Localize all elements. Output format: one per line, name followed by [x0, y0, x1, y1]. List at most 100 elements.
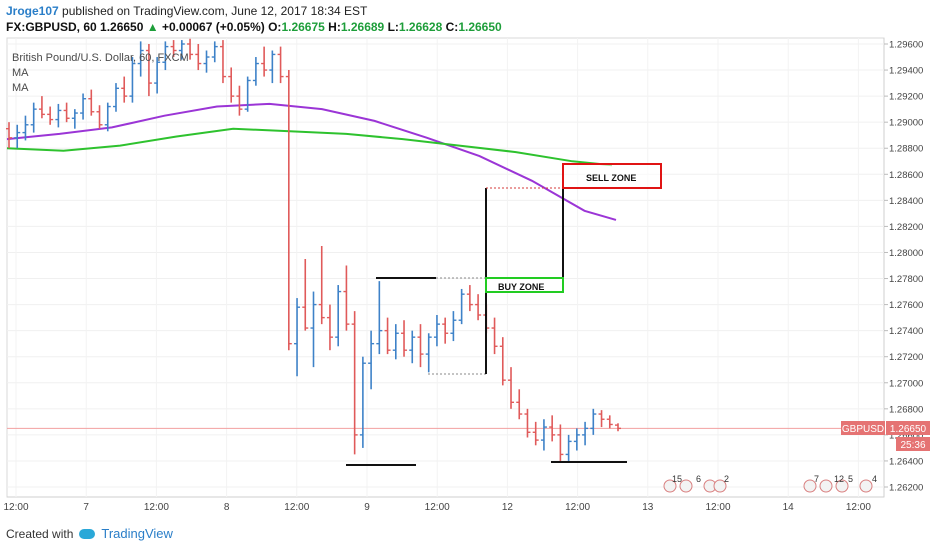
x-tick-label: 12 [502, 502, 514, 513]
price-bar [302, 258, 309, 331]
open-label: O: [268, 20, 282, 34]
price-bar [88, 89, 95, 116]
price-bar [549, 415, 556, 442]
price-bar [343, 265, 350, 331]
y-tick-label: 1.26200 [889, 483, 923, 494]
flag-icon[interactable] [819, 479, 833, 493]
x-tick-label: 12:00 [705, 502, 730, 513]
buy-zone-box[interactable] [485, 277, 564, 293]
price-bar [368, 330, 375, 390]
price-bar [121, 76, 128, 103]
tradingview-brand[interactable]: TradingView [101, 526, 173, 541]
event-markers-2[interactable]: 7 12 5 4 [803, 474, 877, 493]
low-label: L: [387, 20, 399, 34]
x-tick-label: 12:00 [425, 502, 450, 513]
price-bar [442, 317, 449, 344]
price-bar [30, 102, 37, 133]
price-bar [598, 410, 605, 428]
price-badge-text: 1.26650 [890, 424, 927, 435]
y-tick-label: 1.27200 [889, 352, 923, 363]
flag-icon[interactable] [803, 479, 817, 493]
countdown-badge [896, 437, 930, 451]
price-bar [244, 76, 251, 112]
price-bar [401, 320, 408, 357]
close-value: 1.26650 [458, 20, 502, 34]
price-bar [80, 93, 87, 120]
price-bar [615, 423, 621, 432]
y-tick-label: 1.29400 [889, 66, 923, 77]
y-tick-label: 1.28400 [889, 196, 923, 207]
event-count: 2 [724, 474, 729, 484]
price-bar [71, 109, 78, 129]
price-bar [187, 38, 194, 60]
high-value: 1.26689 [340, 20, 385, 34]
price-bar [178, 40, 185, 60]
price-bar [55, 103, 62, 128]
price-bar [351, 311, 358, 455]
flag-icon[interactable] [663, 479, 677, 493]
price-bar [450, 311, 457, 342]
sell-zone-box[interactable] [562, 163, 662, 189]
price-bar [376, 281, 383, 355]
price-bar [236, 85, 243, 116]
x-tick-label: 12:00 [3, 502, 28, 513]
price-bar [458, 288, 465, 325]
flag-icon[interactable] [835, 479, 849, 493]
x-tick-label: 12:00 [846, 502, 871, 513]
price-bar [425, 333, 432, 373]
price-bar [269, 50, 276, 84]
price-bar [63, 102, 70, 123]
price-bar [582, 421, 589, 446]
price-bar [252, 57, 259, 86]
price-bar [573, 428, 580, 451]
price-badges: GBPUSD 1.26650 25:36 [841, 421, 930, 451]
price-bar [170, 40, 177, 58]
price-bar [359, 356, 366, 448]
published-text: published on TradingView.com, June 12, 2… [62, 4, 368, 18]
flag-icon[interactable] [859, 479, 873, 493]
price-bar [310, 291, 317, 368]
y-tick-label: 1.27800 [889, 274, 923, 285]
price-bar [392, 324, 399, 360]
price-bar [491, 317, 498, 355]
y-tick-label: 1.28200 [889, 222, 923, 233]
y-tick-label: 1.27400 [889, 326, 923, 337]
price-bar [294, 298, 301, 377]
event-count: 6 [696, 474, 701, 484]
footer: Created with TradingView [6, 526, 173, 541]
price-bar [219, 40, 226, 84]
y-tick-label: 1.28600 [889, 170, 923, 181]
y-tick-label: 1.26400 [889, 456, 923, 467]
event-count: 4 [872, 474, 877, 484]
price-bar [154, 57, 161, 94]
price-badge [886, 421, 930, 435]
plot-area[interactable] [6, 37, 885, 498]
event-count: 7 [814, 474, 819, 484]
event-count: 12 [834, 474, 844, 484]
price-bar [606, 415, 613, 429]
price-bar [433, 315, 440, 347]
last-value: 1.26650 [100, 20, 144, 34]
price-bar [14, 124, 21, 149]
price-bar [203, 50, 210, 73]
low-value: 1.26628 [398, 20, 443, 34]
author-name[interactable]: Jroge107 [6, 4, 59, 18]
price-bar [96, 105, 103, 129]
x-tick-label: 12:00 [284, 502, 309, 513]
price-bar [137, 41, 144, 77]
flag-icon[interactable] [713, 479, 727, 493]
price-bar [326, 304, 333, 351]
flag-icon[interactable] [679, 479, 693, 493]
y-tick-label: 1.27600 [889, 300, 923, 311]
price-bar [228, 67, 235, 103]
drawing-annotations[interactable]: BUY ZONE SELL ZONE [346, 163, 662, 466]
event-markers-1[interactable]: 15 6 2 [663, 474, 729, 493]
change-arrow: ▲ [146, 20, 159, 34]
high-label: H: [328, 20, 341, 34]
symbol-badge [841, 421, 885, 435]
x-tick-label: 9 [364, 502, 370, 513]
price-bar [195, 44, 202, 71]
price-bar [565, 434, 572, 461]
price-bar [211, 41, 218, 63]
